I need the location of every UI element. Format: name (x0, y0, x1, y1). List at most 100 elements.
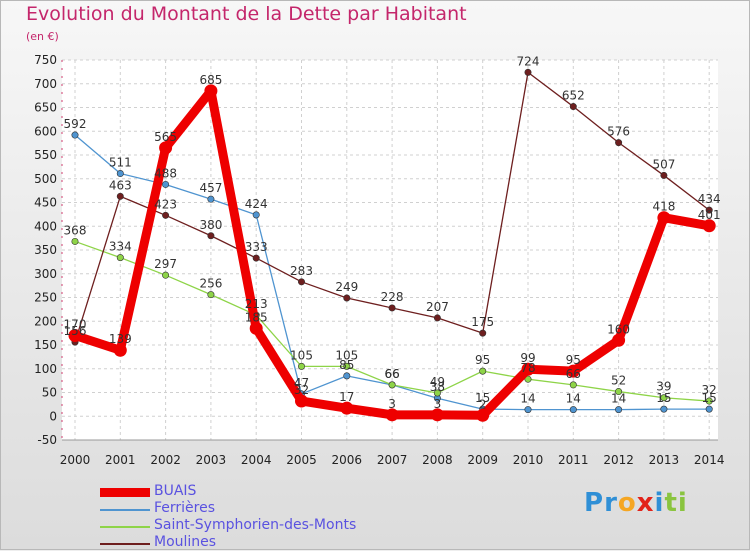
data-label: 139 (109, 332, 132, 346)
x-tick-label: 2008 (422, 453, 453, 467)
data-label: 14 (566, 392, 581, 406)
data-point (116, 170, 124, 178)
y-tick-label: 250 (34, 291, 57, 305)
data-point (615, 406, 623, 414)
data-label: 463 (109, 178, 132, 192)
data-label: 95 (566, 353, 581, 367)
data-label: 2 (479, 397, 487, 411)
data-point (340, 401, 354, 415)
logo-letter: i (654, 488, 665, 518)
y-tick-label: 600 (34, 124, 57, 138)
data-point (569, 103, 577, 111)
legend-swatch (100, 526, 150, 528)
data-label: 32 (294, 383, 309, 397)
x-tick-label: 2006 (332, 453, 363, 467)
data-point (159, 141, 173, 155)
data-point (521, 362, 535, 376)
y-tick-label: 650 (34, 101, 57, 115)
data-point (207, 291, 215, 299)
y-tick-label: 350 (34, 243, 57, 257)
data-point (295, 394, 308, 408)
data-label: 15 (702, 391, 717, 405)
data-point (524, 375, 532, 383)
data-point (660, 394, 668, 402)
data-point (660, 405, 668, 413)
data-point (113, 343, 127, 357)
y-tick-label: 100 (34, 362, 57, 376)
logo-letter: r (604, 488, 618, 518)
proxiti-logo: Proxiti (584, 488, 688, 518)
legend-label: BUAIS (154, 483, 197, 499)
logo-letter: P (584, 488, 605, 518)
data-label: 170 (64, 318, 87, 332)
y-tick-label: 550 (34, 148, 57, 162)
legend-label: Ferrières (154, 500, 216, 516)
data-label: 15 (656, 391, 671, 405)
data-point (116, 192, 124, 200)
data-point (162, 180, 170, 188)
x-tick-label: 2001 (105, 453, 136, 467)
data-point (207, 195, 215, 203)
data-point (68, 329, 82, 342)
data-label: 99 (520, 351, 535, 365)
x-tick-label: 2012 (603, 453, 634, 467)
data-label: 17 (339, 390, 354, 404)
y-tick-label: 200 (34, 314, 57, 328)
data-point (569, 381, 577, 389)
x-tick-label: 2000 (60, 453, 91, 467)
data-label: 434 (698, 192, 721, 206)
data-label: 66 (384, 367, 399, 381)
logo-letter: o (617, 488, 637, 518)
data-label: 511 (109, 156, 132, 170)
data-label: 228 (381, 290, 404, 304)
data-label: 207 (426, 300, 449, 314)
x-tick-label: 2013 (649, 453, 680, 467)
data-label: 15 (475, 391, 490, 405)
data-point (249, 321, 263, 335)
y-tick-label: 400 (34, 219, 57, 233)
x-tick-label: 2004 (241, 453, 272, 467)
data-point (705, 405, 713, 413)
data-label: 175 (471, 315, 494, 329)
data-label: 105 (335, 348, 358, 362)
data-point (615, 139, 623, 147)
data-label: 249 (335, 280, 358, 294)
data-label: 418 (652, 200, 675, 214)
data-point (297, 278, 305, 286)
x-tick-label: 2007 (377, 453, 408, 467)
data-point (207, 232, 215, 240)
data-label: 66 (384, 367, 399, 381)
legend-swatch (100, 488, 150, 497)
data-label: 39 (656, 380, 671, 394)
logo-letter: i (677, 488, 688, 518)
data-point (660, 171, 668, 179)
data-point (116, 254, 124, 262)
x-tick-label: 2014 (694, 453, 725, 467)
data-point (433, 389, 441, 397)
data-point (479, 367, 487, 375)
y-tick-label: 700 (34, 77, 57, 91)
y-tick-label: 500 (34, 172, 57, 186)
data-point (343, 372, 351, 380)
legend-label: Saint-Symphorien-des-Monts (154, 517, 357, 533)
legend-swatch (100, 509, 150, 511)
data-point (388, 381, 396, 389)
data-point (385, 408, 399, 422)
data-point (252, 254, 260, 262)
x-tick-label: 2009 (467, 453, 498, 467)
data-label: 105 (290, 348, 313, 362)
data-point (705, 206, 713, 214)
data-label: 66 (566, 367, 581, 381)
data-label: 47 (294, 376, 309, 390)
data-label: 32 (702, 383, 717, 397)
data-point (71, 237, 79, 245)
data-label: 685 (199, 73, 222, 87)
data-point (524, 68, 532, 76)
data-label: 49 (430, 375, 445, 389)
data-label: 507 (652, 157, 675, 171)
data-point (476, 408, 490, 422)
data-label: 424 (245, 197, 268, 211)
data-label: 565 (154, 130, 177, 144)
data-point (612, 333, 626, 347)
data-label: 160 (607, 322, 630, 336)
